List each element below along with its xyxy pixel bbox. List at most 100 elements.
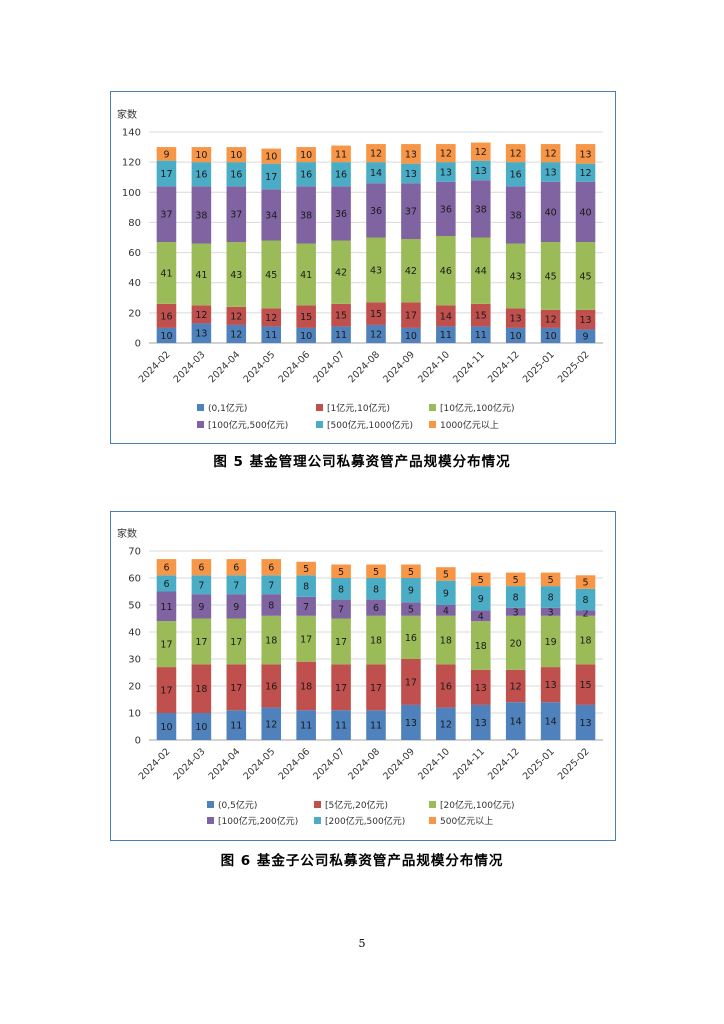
bar-segment [296, 305, 316, 328]
data-label: 13 [405, 718, 417, 729]
bar-segment [261, 163, 282, 190]
bar-segment [226, 162, 247, 187]
y-tick-label: 10 [128, 709, 141, 720]
bar-segment [331, 303, 351, 327]
legend-swatch [429, 421, 436, 428]
legend-swatch [314, 817, 321, 824]
data-label: 7 [268, 580, 274, 591]
data-label: 10 [160, 722, 172, 733]
data-label: 9 [198, 602, 204, 613]
legend-label: [10亿元,100亿元) [440, 402, 515, 414]
bar-segment [156, 621, 177, 668]
data-label: 45 [265, 270, 277, 281]
bar-segment [401, 602, 421, 616]
bar-segment [296, 162, 316, 187]
data-label: 41 [195, 270, 207, 281]
bar-segment [226, 306, 247, 325]
bar-segment [575, 575, 596, 589]
x-tick-label: 2024-02 [137, 349, 173, 385]
bar-segment [401, 659, 421, 705]
data-label: 36 [440, 204, 452, 215]
bar-segment [156, 242, 177, 304]
bar-segment [366, 324, 386, 343]
data-label: 2 [583, 609, 589, 620]
data-label: 42 [335, 268, 347, 279]
bar-segment [505, 669, 526, 703]
data-label: 8 [268, 601, 274, 612]
data-label: 41 [160, 268, 172, 279]
data-label: 15 [475, 311, 487, 322]
bar-segment [366, 183, 386, 238]
legend-label: (0,5亿元) [218, 799, 257, 811]
data-label: 10 [510, 331, 522, 342]
bar-segment [331, 618, 351, 665]
legend-label: [5亿元,20亿元) [325, 799, 388, 811]
bar-segment [470, 586, 491, 611]
bar-segment [226, 710, 247, 740]
figure-caption-fig5: 图 5 基金管理公司私募资管产品规模分布情况 [213, 454, 511, 470]
data-label: 12 [370, 329, 382, 340]
bar-segment [226, 559, 247, 576]
x-tick-label: 2025-01 [521, 746, 557, 782]
data-label: 5 [338, 567, 344, 578]
bar-segment [296, 575, 316, 597]
bar-segment [331, 599, 351, 619]
legend-swatch [207, 817, 214, 824]
data-label: 16 [195, 170, 207, 181]
bar-segment [505, 186, 526, 244]
data-label: 17 [230, 637, 242, 648]
y-axis-label: 家数 [117, 527, 137, 540]
data-label: 13 [475, 166, 487, 177]
bar-segment [575, 588, 596, 611]
data-label: 7 [303, 602, 309, 613]
data-label: 18 [195, 684, 207, 695]
y-tick-label: 60 [128, 574, 141, 585]
data-label: 11 [265, 330, 277, 341]
data-label: 4 [478, 611, 484, 622]
x-tick-label: 2024-08 [346, 746, 382, 782]
bar-segment [575, 664, 596, 705]
data-label: 13 [475, 683, 487, 694]
bar-segment [191, 713, 212, 740]
bar-segment [331, 578, 351, 600]
data-label: 36 [335, 209, 347, 220]
bar-segment [296, 596, 316, 616]
bar-segment [436, 605, 456, 616]
bar-segment [296, 661, 316, 711]
bar-segment [436, 326, 456, 343]
data-label: 16 [440, 682, 452, 693]
y-tick-label: 70 [128, 547, 141, 558]
bar-segment [470, 303, 491, 327]
bar-segment [575, 615, 596, 665]
data-label: 9 [408, 586, 414, 597]
data-label: 6 [233, 563, 239, 574]
bar-segment [366, 162, 386, 184]
legend-swatch [429, 817, 436, 824]
data-label: 14 [510, 717, 522, 728]
data-label: 8 [303, 582, 309, 593]
data-label: 16 [510, 170, 522, 181]
bar-segment [575, 704, 596, 740]
x-tick-label: 2024-03 [172, 349, 208, 385]
bar-segment [156, 160, 177, 187]
x-tick-label: 2024-12 [486, 349, 522, 385]
bar-segment [191, 186, 212, 244]
data-label: 13 [475, 718, 487, 729]
bar-segment [470, 326, 491, 343]
bar-segment [331, 240, 351, 304]
bar-segment [366, 615, 386, 665]
data-label: 12 [230, 311, 242, 322]
data-label: 5 [303, 564, 309, 575]
data-label: 6 [268, 563, 274, 574]
data-label: 8 [583, 595, 589, 606]
data-label: 11 [335, 721, 347, 732]
bar-segment [470, 669, 491, 705]
page-number: 5 [358, 937, 366, 950]
bar-segment [540, 144, 561, 163]
bar-segment [191, 559, 212, 576]
data-label: 17 [160, 640, 172, 651]
data-label: 10 [405, 331, 417, 342]
bar-segment [470, 621, 491, 670]
data-label: 12 [545, 149, 557, 160]
data-label: 5 [408, 605, 414, 616]
